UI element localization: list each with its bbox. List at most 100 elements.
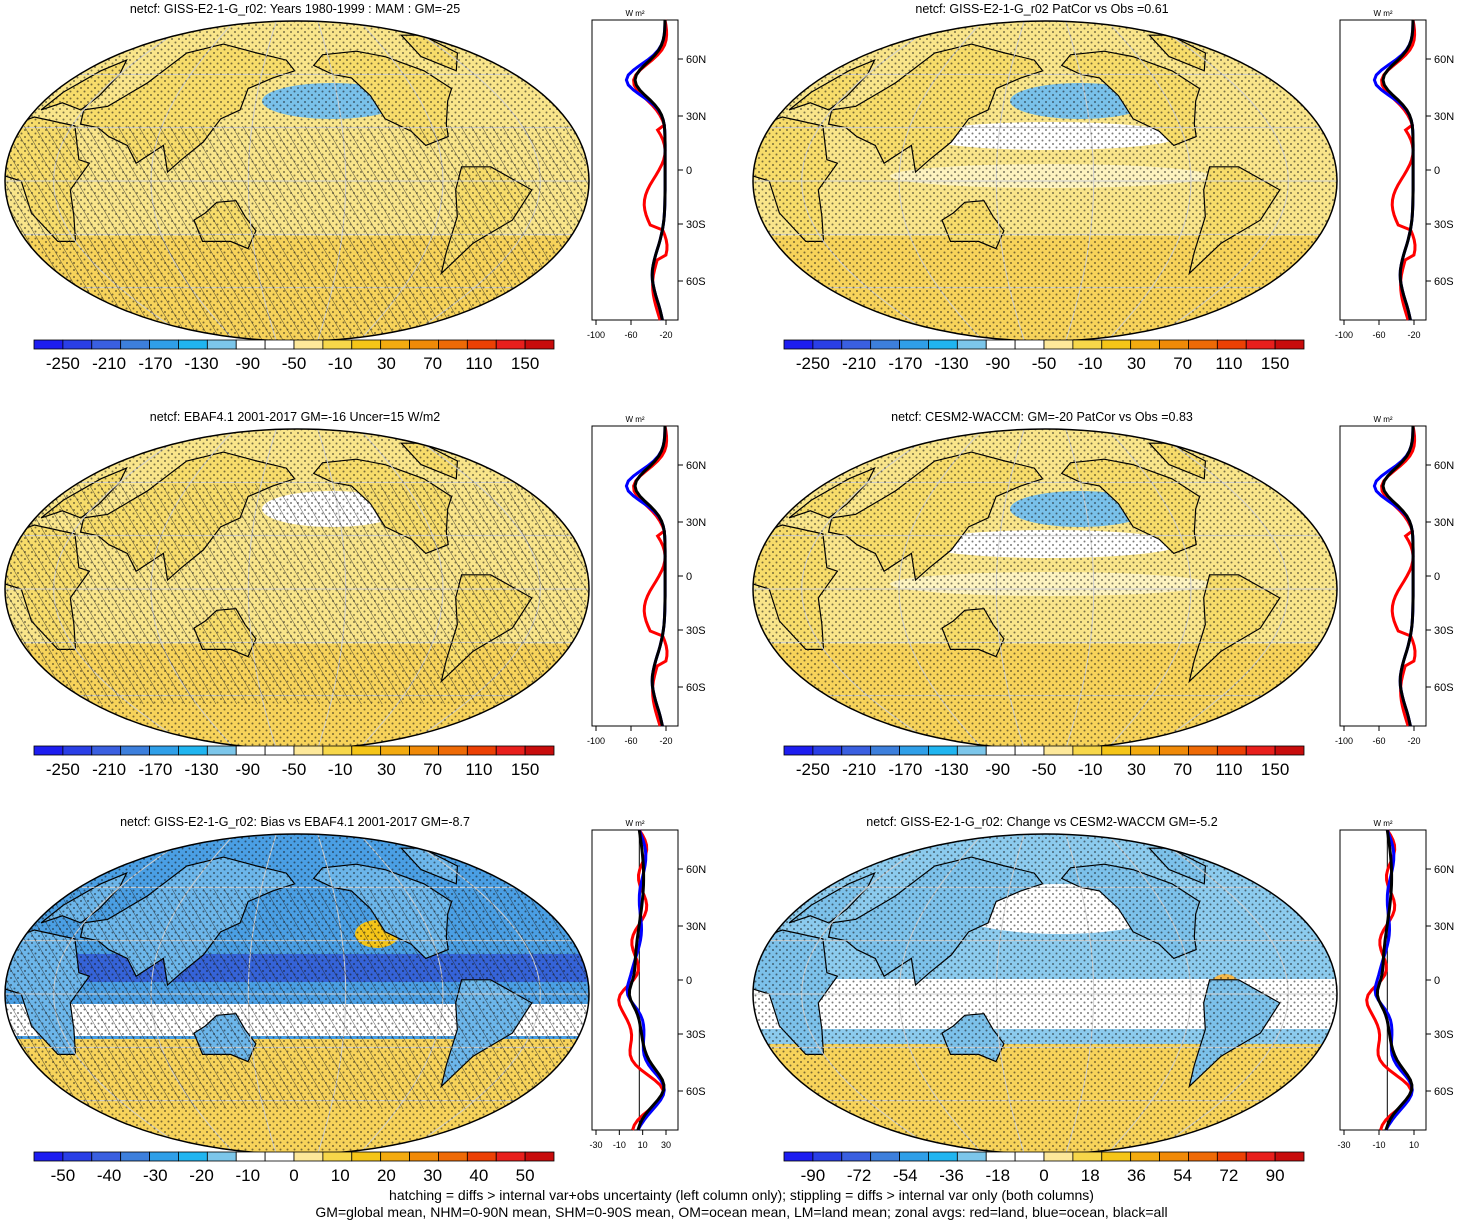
zonal-xtick-label: -20	[659, 330, 672, 340]
colorbar-swatch	[380, 339, 410, 350]
colorbar-label: 0	[289, 1166, 298, 1185]
colorbar-label: -90	[235, 354, 260, 373]
colorbar-label: -54	[893, 1166, 918, 1185]
hatching-overlay	[5, 484, 589, 704]
zonal-xtick-label: -10	[1372, 1140, 1385, 1150]
colorbar-label: 150	[1261, 354, 1289, 373]
colorbar-label: -18	[985, 1166, 1010, 1185]
colorbar-label: -130	[935, 760, 969, 779]
hatching-overlay	[5, 126, 589, 341]
colorbar-label: 30	[1127, 354, 1146, 373]
colorbar-swatch	[235, 1151, 266, 1162]
colorbar-label: -50	[51, 1166, 76, 1185]
map-5	[4, 833, 590, 1155]
colorbar-swatch	[956, 1151, 987, 1162]
colorbar-swatch	[1188, 1151, 1218, 1162]
zonal-xtick-label: -30	[1337, 1140, 1350, 1150]
colorbar-swatch	[956, 745, 987, 756]
colorbar-swatch	[264, 745, 295, 756]
colorbar-swatch	[841, 339, 872, 350]
colorbar-swatch	[409, 339, 439, 350]
colorbar-swatch	[380, 745, 410, 756]
colorbar-2: -250 -210 -170 -130 -90 -50 -10 30 70 110 150	[783, 339, 1305, 373]
zonal-xtick-label: -100	[587, 330, 605, 340]
colorbar-label: -36	[939, 1166, 964, 1185]
zonal-xtick-label: -10	[613, 1140, 626, 1150]
colorbar-swatch	[1216, 1151, 1247, 1162]
colorbar-swatch	[928, 1151, 958, 1162]
colorbar-swatch	[1274, 339, 1305, 350]
zonal-xtick-label: 10	[638, 1140, 648, 1150]
colorbar-swatch	[1072, 745, 1103, 756]
colorbar-label: -10	[1078, 354, 1103, 373]
colorbar-label: -130	[185, 760, 219, 779]
zonal-ytick-label: 0	[1434, 571, 1440, 583]
zonal-ytick-label: 60N	[686, 54, 706, 66]
colorbar-5: -50 -40 -30 -20 -10 0 10 20 30 40 50	[33, 1151, 555, 1185]
colorbar-swatch	[1130, 339, 1160, 350]
colorbar-swatch	[870, 339, 900, 350]
zonal-xtick-label: -60	[1372, 330, 1385, 340]
colorbar-label: -10	[328, 354, 353, 373]
colorbar-label: -210	[92, 760, 126, 779]
colorbar-label: -170	[138, 354, 172, 373]
colorbar-swatch	[178, 745, 208, 756]
panel-title-3: netcf: EBAF4.1 2001-2017 GM=-16 Uncer=15…	[149, 410, 441, 424]
colorbar-swatch	[928, 339, 958, 350]
colorbar-swatch	[985, 745, 1016, 756]
colorbar-swatch	[1159, 339, 1189, 350]
colorbar-swatch	[1072, 1151, 1103, 1162]
zonal-ytick-label: 30N	[1434, 921, 1454, 933]
zonal-ytick-label: 60S	[1434, 1086, 1454, 1098]
colorbar-label: -50	[282, 760, 307, 779]
colorbar-swatch	[899, 745, 929, 756]
zonal-ytick-label: 30S	[686, 1029, 706, 1041]
colorbar-swatch	[33, 745, 64, 756]
colorbar-swatch	[841, 1151, 872, 1162]
colorbar-swatch	[178, 1151, 208, 1162]
zonal-ytick-label: 30S	[686, 625, 706, 637]
colorbar-swatch	[783, 745, 814, 756]
zonal-unit-label: W m²	[1373, 415, 1392, 424]
colorbar-swatch	[812, 339, 843, 350]
colorbar-swatch	[409, 1151, 439, 1162]
footer-line-2: GM=global mean, NHM=0-90N mean, SHM=0-90…	[315, 1204, 1168, 1220]
colorbar-swatch	[33, 339, 64, 350]
map-1	[4, 20, 590, 342]
colorbar-swatch	[62, 339, 93, 350]
colorbar-label: -250	[796, 354, 830, 373]
zonal-xtick-label: -20	[1407, 330, 1420, 340]
zonal-ytick-label: 0	[686, 165, 692, 177]
colorbar-label: -72	[847, 1166, 872, 1185]
colorbar-label: 150	[1261, 760, 1289, 779]
zonal-line-all	[633, 425, 667, 727]
colorbar-swatch	[206, 745, 237, 756]
colorbar-label: 110	[1215, 354, 1242, 373]
zonal-ytick-label: 30N	[1434, 517, 1454, 529]
colorbar-swatch	[1245, 339, 1276, 350]
zonal-ytick-label: 30S	[686, 219, 706, 231]
colorbar-label: -130	[185, 354, 219, 373]
colorbar-label: 110	[1215, 760, 1242, 779]
zonal-plot-3: W m² 60N 30N 0 30S 60S -100 -60 -20	[587, 415, 706, 746]
colorbar-label: 36	[1127, 1166, 1146, 1185]
colorbar-label: 20	[377, 1166, 396, 1185]
colorbar-label: 90	[1266, 1166, 1285, 1185]
colorbar-swatch	[870, 745, 900, 756]
zonal-xtick-label: -60	[624, 736, 637, 746]
zonal-xtick-label: -20	[1407, 736, 1420, 746]
colorbar-label: 54	[1173, 1166, 1192, 1185]
colorbar-swatch	[91, 745, 122, 756]
map-2	[752, 20, 1338, 342]
colorbar-label: 70	[1173, 760, 1192, 779]
colorbar-swatch	[62, 745, 93, 756]
colorbar-swatch	[1216, 745, 1247, 756]
colorbar-swatch	[783, 1151, 814, 1162]
colorbar-label: 150	[511, 354, 539, 373]
zonal-ytick-label: 60N	[686, 864, 706, 876]
colorbar-swatch	[495, 1151, 526, 1162]
colorbar-swatch	[870, 1151, 900, 1162]
colorbar-swatch	[1130, 1151, 1160, 1162]
zonal-ytick-label: 30S	[1434, 219, 1454, 231]
colorbar-swatch	[1130, 745, 1160, 756]
